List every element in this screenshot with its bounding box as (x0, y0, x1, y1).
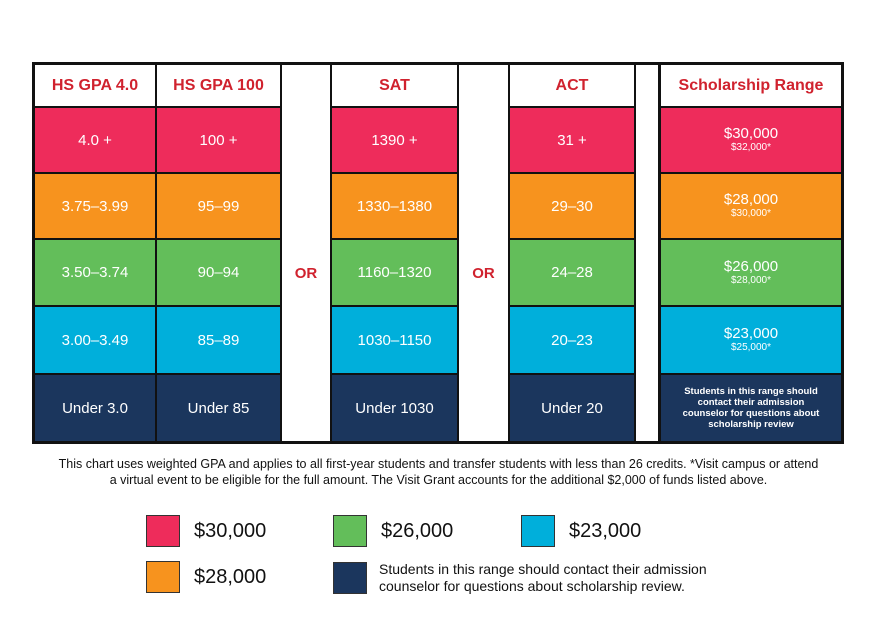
cell-sat-row-1: 1330–1380 (332, 174, 457, 238)
cell-gpa4-row-1: 3.75–3.99 (35, 174, 155, 238)
legend-item-30000: $30,000 (146, 515, 266, 547)
spacer-column (636, 106, 658, 441)
legend-item-review: Students in this range should contact th… (333, 561, 707, 595)
scholarship-amount: $23,000 (723, 325, 779, 342)
header-gpa100: HS GPA 100 (157, 65, 280, 106)
scholarship-visit-amount: $25,000* (730, 342, 772, 353)
legend-swatch (146, 561, 180, 593)
legend-item-28000: $28,000 (146, 561, 266, 593)
cell-scholarship-row-3: $23,000 $25,000* (661, 307, 841, 373)
cell-sat-row-0: 1390 + (332, 108, 457, 172)
or-label-2: OR (472, 265, 495, 282)
footnote: This chart uses weighted GPA and applies… (40, 456, 837, 488)
legend-swatch (146, 515, 180, 547)
or-column-2 (459, 106, 508, 441)
legend-review-note: Students in this range should contact th… (379, 561, 707, 595)
cell-scholarship-row-4: Students in this range should contact th… (661, 375, 841, 441)
legend-label: $26,000 (381, 519, 454, 542)
footnote-line-1: This chart uses weighted GPA and applies… (58, 457, 819, 471)
legend-review-line-1: Students in this range should contact th… (379, 561, 707, 577)
scholarship-table: HS GPA 4.0 HS GPA 100 SAT ACT Scholarshi… (32, 62, 844, 444)
legend-swatch (333, 562, 367, 594)
scholarship-visit-amount: $30,000* (730, 208, 772, 219)
legend-swatch (333, 515, 367, 547)
legend-item-23000: $23,000 (521, 515, 641, 547)
cell-act-row-4: Under 20 (510, 375, 634, 441)
scholarship-visit-amount: $28,000* (730, 274, 772, 286)
legend-swatch (521, 515, 555, 547)
cell-act-row-0: 31 + (510, 108, 634, 172)
legend-review-line-2: counselor for questions about scholarshi… (379, 578, 685, 594)
cell-sat-row-4: Under 1030 (332, 375, 457, 441)
scholarship-amount: $26,000 (723, 257, 779, 275)
header-act: ACT (510, 65, 634, 106)
or-column-1 (282, 106, 330, 441)
cell-act-row-1: 29–30 (510, 174, 634, 238)
legend-item-26000: $26,000 (333, 515, 453, 547)
cell-act-row-2: 24–28 (510, 240, 634, 305)
header-or-blank-1 (282, 65, 330, 106)
legend-label: $28,000 (194, 565, 267, 588)
cell-scholarship-row-1: $28,000 $30,000* (661, 174, 841, 238)
cell-gpa4-row-3: 3.00–3.49 (35, 307, 155, 373)
or-label-1: OR (294, 265, 318, 282)
cell-gpa4-row-2: 3.50–3.74 (35, 240, 155, 305)
header-sat: SAT (332, 65, 457, 106)
cell-scholarship-row-0: $30,000 $32,000* (661, 108, 841, 172)
cell-gpa4-row-4: Under 3.0 (35, 375, 155, 441)
scholarship-review-note: Students in this range should contact th… (682, 386, 820, 430)
header-or-blank-2 (459, 65, 508, 106)
header-gpa4: HS GPA 4.0 (35, 65, 155, 106)
cell-scholarship-row-2: $26,000 $28,000* (661, 240, 841, 305)
header-blank-3 (636, 65, 658, 106)
scholarship-visit-amount: $32,000* (730, 142, 772, 153)
header-scholarship: Scholarship Range (661, 65, 841, 106)
cell-gpa100-row-2: 90–94 (157, 240, 280, 305)
legend-label: $23,000 (569, 519, 642, 542)
cell-gpa4-row-0: 4.0 + (35, 108, 155, 172)
cell-sat-row-3: 1030–1150 (332, 307, 457, 373)
cell-gpa100-row-4: Under 85 (157, 375, 280, 441)
cell-sat-row-2: 1160–1320 (332, 240, 457, 305)
cell-gpa100-row-3: 85–89 (157, 307, 280, 373)
legend-label: $30,000 (194, 519, 267, 542)
footnote-line-2: a virtual event to be eligible for the f… (109, 473, 768, 487)
cell-gpa100-row-1: 95–99 (157, 174, 280, 238)
scholarship-amount: $30,000 (723, 125, 779, 142)
scholarship-amount: $28,000 (723, 191, 779, 208)
cell-gpa100-row-0: 100 + (157, 108, 280, 172)
cell-act-row-3: 20–23 (510, 307, 634, 373)
